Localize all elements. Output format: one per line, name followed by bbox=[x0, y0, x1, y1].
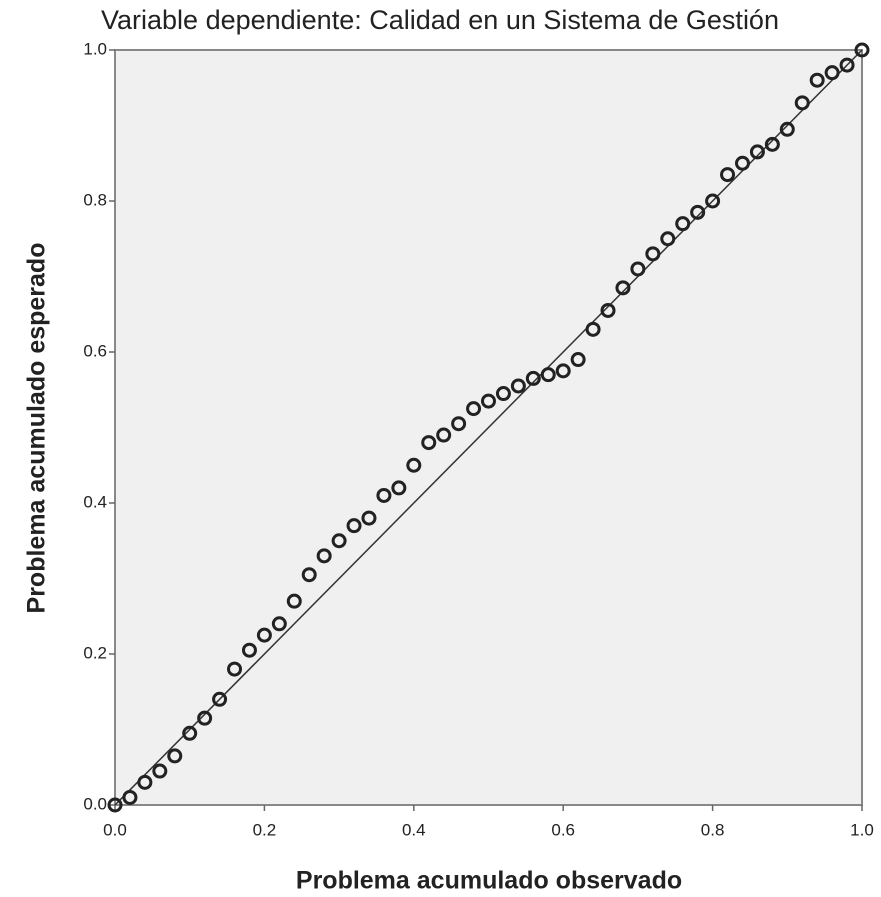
point bbox=[481, 393, 496, 409]
point bbox=[361, 510, 377, 526]
point bbox=[854, 42, 870, 58]
point bbox=[525, 370, 541, 386]
point bbox=[749, 144, 765, 160]
y-tick-label: 0.4 bbox=[83, 492, 107, 511]
y-tick-label: 0.2 bbox=[83, 643, 107, 662]
point bbox=[705, 193, 721, 209]
point bbox=[495, 386, 511, 402]
y-tick-label: 0.8 bbox=[83, 190, 107, 209]
point bbox=[122, 789, 138, 805]
point bbox=[406, 457, 422, 473]
point bbox=[585, 321, 601, 337]
x-tick-label: 0.0 bbox=[103, 820, 127, 839]
point bbox=[167, 748, 183, 764]
x-tick-label: 0.2 bbox=[253, 820, 277, 839]
point bbox=[690, 204, 706, 220]
point bbox=[152, 763, 168, 779]
point bbox=[227, 661, 243, 677]
x-tick-label: 0.6 bbox=[551, 820, 575, 839]
point bbox=[182, 725, 198, 741]
x-tick-label: 1.0 bbox=[850, 820, 874, 839]
point bbox=[794, 95, 810, 111]
point bbox=[271, 616, 287, 632]
point bbox=[137, 774, 153, 790]
chart-title: Variable dependiente: Calidad en un Sist… bbox=[101, 5, 779, 35]
point bbox=[555, 363, 571, 379]
point bbox=[241, 642, 257, 658]
point bbox=[600, 302, 616, 318]
reference-line bbox=[114, 49, 863, 806]
point bbox=[675, 216, 691, 232]
point bbox=[779, 121, 795, 137]
point bbox=[391, 480, 407, 496]
point bbox=[645, 246, 661, 262]
point bbox=[660, 231, 676, 247]
y-tick-label: 1.0 bbox=[83, 39, 107, 58]
point bbox=[316, 548, 332, 564]
point bbox=[510, 378, 526, 394]
x-axis-label: Problema acumulado observado bbox=[296, 867, 682, 895]
point bbox=[615, 280, 631, 296]
point bbox=[107, 797, 123, 813]
point bbox=[570, 352, 586, 368]
point bbox=[346, 518, 362, 534]
point bbox=[734, 155, 750, 171]
point bbox=[451, 416, 467, 432]
point bbox=[256, 627, 272, 643]
point bbox=[839, 57, 855, 73]
x-tick-label: 0.8 bbox=[701, 820, 725, 839]
point bbox=[466, 401, 482, 417]
point bbox=[197, 710, 213, 726]
point bbox=[764, 136, 780, 152]
point bbox=[809, 72, 825, 88]
point bbox=[540, 367, 556, 383]
point bbox=[212, 691, 228, 707]
point bbox=[720, 167, 736, 183]
point bbox=[630, 261, 646, 277]
point bbox=[376, 487, 392, 503]
y-axis-label: Problema acumulado esperado bbox=[23, 243, 51, 614]
point bbox=[331, 533, 347, 549]
point bbox=[824, 65, 840, 81]
point bbox=[301, 567, 317, 583]
y-tick-label: 0.0 bbox=[83, 794, 107, 813]
x-tick-label: 0.4 bbox=[402, 820, 426, 839]
point bbox=[421, 435, 437, 451]
point bbox=[436, 427, 452, 443]
y-tick-label: 0.6 bbox=[83, 341, 107, 360]
point bbox=[286, 593, 302, 609]
